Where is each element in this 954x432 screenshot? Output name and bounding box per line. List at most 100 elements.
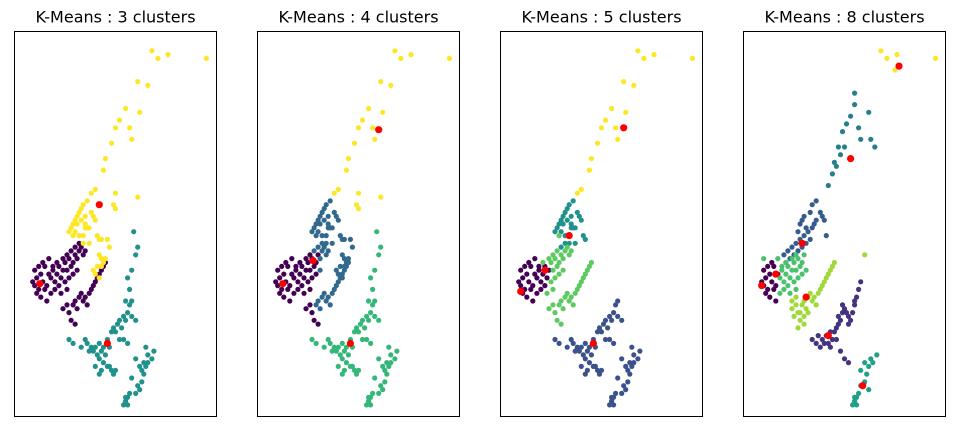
data-point — [80, 233, 86, 239]
data-point — [576, 348, 582, 354]
centroid-marker — [772, 270, 780, 278]
data-point — [297, 271, 303, 277]
data-point — [127, 302, 133, 308]
data-point — [98, 367, 104, 373]
data-point — [827, 344, 834, 350]
data-point — [550, 252, 556, 258]
data-point — [127, 125, 133, 131]
data-point — [837, 348, 844, 354]
data-point — [594, 367, 601, 373]
data-point — [635, 48, 641, 54]
data-point — [781, 279, 787, 285]
data-point — [116, 317, 123, 323]
data-point — [58, 275, 64, 281]
data-point — [72, 298, 78, 304]
data-point — [560, 267, 566, 273]
data-point — [335, 186, 341, 192]
data-point — [380, 109, 386, 115]
data-point — [564, 217, 570, 223]
data-point — [558, 321, 564, 327]
data-point — [96, 356, 102, 362]
data-point — [588, 259, 595, 266]
data-point — [133, 390, 139, 396]
data-point — [825, 340, 831, 346]
data-point — [797, 310, 803, 316]
panel-title: K-Means : 3 clusters — [35, 8, 195, 27]
data-point — [333, 267, 339, 273]
data-point — [609, 105, 615, 112]
data-point — [781, 286, 787, 292]
data-point — [556, 233, 562, 239]
data-point — [528, 286, 534, 292]
data-point — [307, 286, 313, 292]
data-point — [544, 275, 550, 281]
data-point — [858, 367, 864, 373]
data-point — [554, 263, 560, 269]
data-point — [807, 209, 813, 215]
data-point — [558, 298, 564, 304]
data-point — [833, 336, 840, 343]
data-point — [62, 279, 68, 285]
data-point — [380, 363, 386, 369]
data-point — [368, 275, 374, 281]
data-point — [848, 113, 854, 119]
data-point — [793, 294, 799, 300]
data-point — [349, 244, 355, 250]
data-point — [378, 244, 384, 250]
data-point — [127, 390, 133, 396]
data-point — [325, 294, 331, 300]
data-point — [165, 52, 171, 58]
panel-frame — [257, 31, 460, 417]
data-point — [813, 217, 819, 223]
data-point — [619, 356, 625, 362]
data-point — [586, 263, 593, 269]
data-point — [829, 336, 836, 343]
data-point — [319, 248, 325, 254]
data-point — [578, 344, 584, 350]
data-point — [821, 217, 827, 223]
data-point — [92, 344, 98, 350]
data-point — [84, 340, 90, 346]
data-point — [331, 344, 337, 350]
data-point — [309, 275, 315, 281]
data-point — [831, 329, 838, 335]
data-point — [771, 286, 777, 292]
data-point — [372, 298, 378, 304]
data-point — [98, 256, 104, 262]
data-point — [54, 259, 60, 266]
data-point — [785, 283, 791, 289]
data-point — [64, 302, 70, 308]
data-point — [339, 371, 345, 377]
data-point — [329, 225, 335, 231]
data-point — [843, 121, 850, 127]
data-point — [92, 363, 98, 369]
data-point — [74, 256, 80, 262]
data-point — [119, 325, 125, 331]
data-point — [368, 402, 374, 408]
data-point — [125, 310, 131, 316]
data-point — [378, 194, 384, 200]
data-point — [554, 248, 560, 254]
data-point — [538, 286, 544, 292]
data-point — [767, 294, 773, 300]
data-point — [139, 367, 145, 373]
data-point — [343, 360, 349, 366]
data-point — [576, 213, 582, 219]
data-point — [560, 213, 566, 219]
data-point — [613, 125, 619, 131]
data-point — [281, 294, 287, 300]
data-point — [76, 294, 82, 300]
data-point — [343, 259, 349, 266]
data-point — [584, 367, 591, 373]
data-point — [588, 352, 595, 358]
data-point — [793, 252, 799, 258]
data-point — [347, 236, 353, 242]
centroid-marker — [309, 257, 317, 265]
data-point — [66, 310, 72, 316]
data-point — [841, 356, 848, 362]
data-point — [783, 271, 789, 277]
data-point — [135, 79, 141, 85]
data-point — [76, 209, 82, 215]
data-point — [36, 286, 42, 292]
data-point — [92, 186, 98, 192]
